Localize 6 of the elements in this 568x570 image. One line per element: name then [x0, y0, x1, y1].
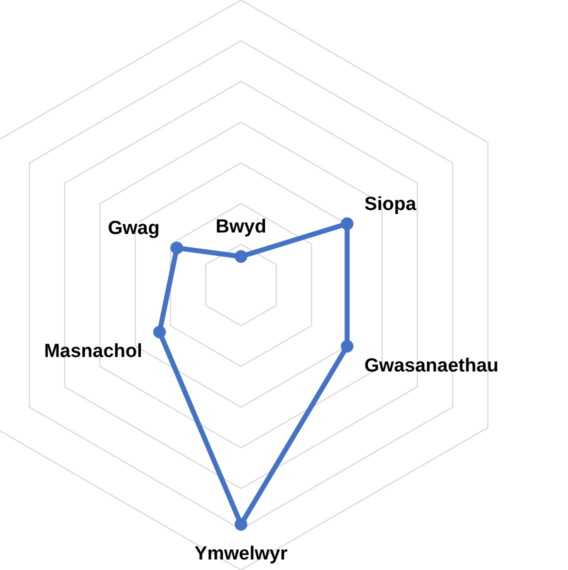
spoke-label: Gwag	[108, 218, 160, 239]
spoke-label: Siopa	[364, 194, 417, 215]
spoke-label: Masnachol	[44, 341, 142, 362]
spoke-label: Ymwelwyr	[194, 543, 288, 564]
spoke-label: Bwyd	[216, 216, 266, 238]
spoke-label: Gwasanaethau	[364, 355, 499, 376]
